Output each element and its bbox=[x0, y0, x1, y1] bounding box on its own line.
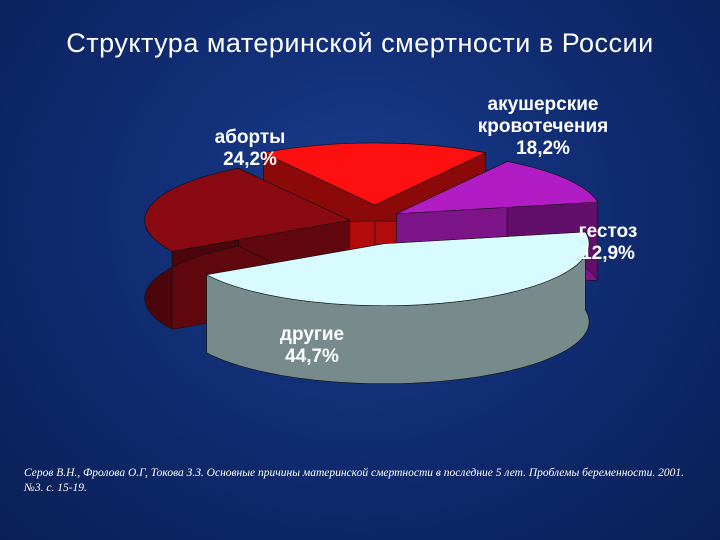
source-note: Серов В.Н., Фролова О.Г, Токова З.З. Осн… bbox=[24, 467, 684, 494]
slice-label: другие 44,7% bbox=[280, 324, 344, 367]
pie-slice bbox=[205, 230, 590, 384]
slice-label: гестоз 12,9% bbox=[579, 221, 638, 264]
slice-label: аборты 24,2% bbox=[215, 127, 286, 170]
chart-title: Структура материнской смертности в Росси… bbox=[66, 28, 654, 58]
slice-label: акушерские кровотечения 18,2% bbox=[478, 94, 609, 159]
